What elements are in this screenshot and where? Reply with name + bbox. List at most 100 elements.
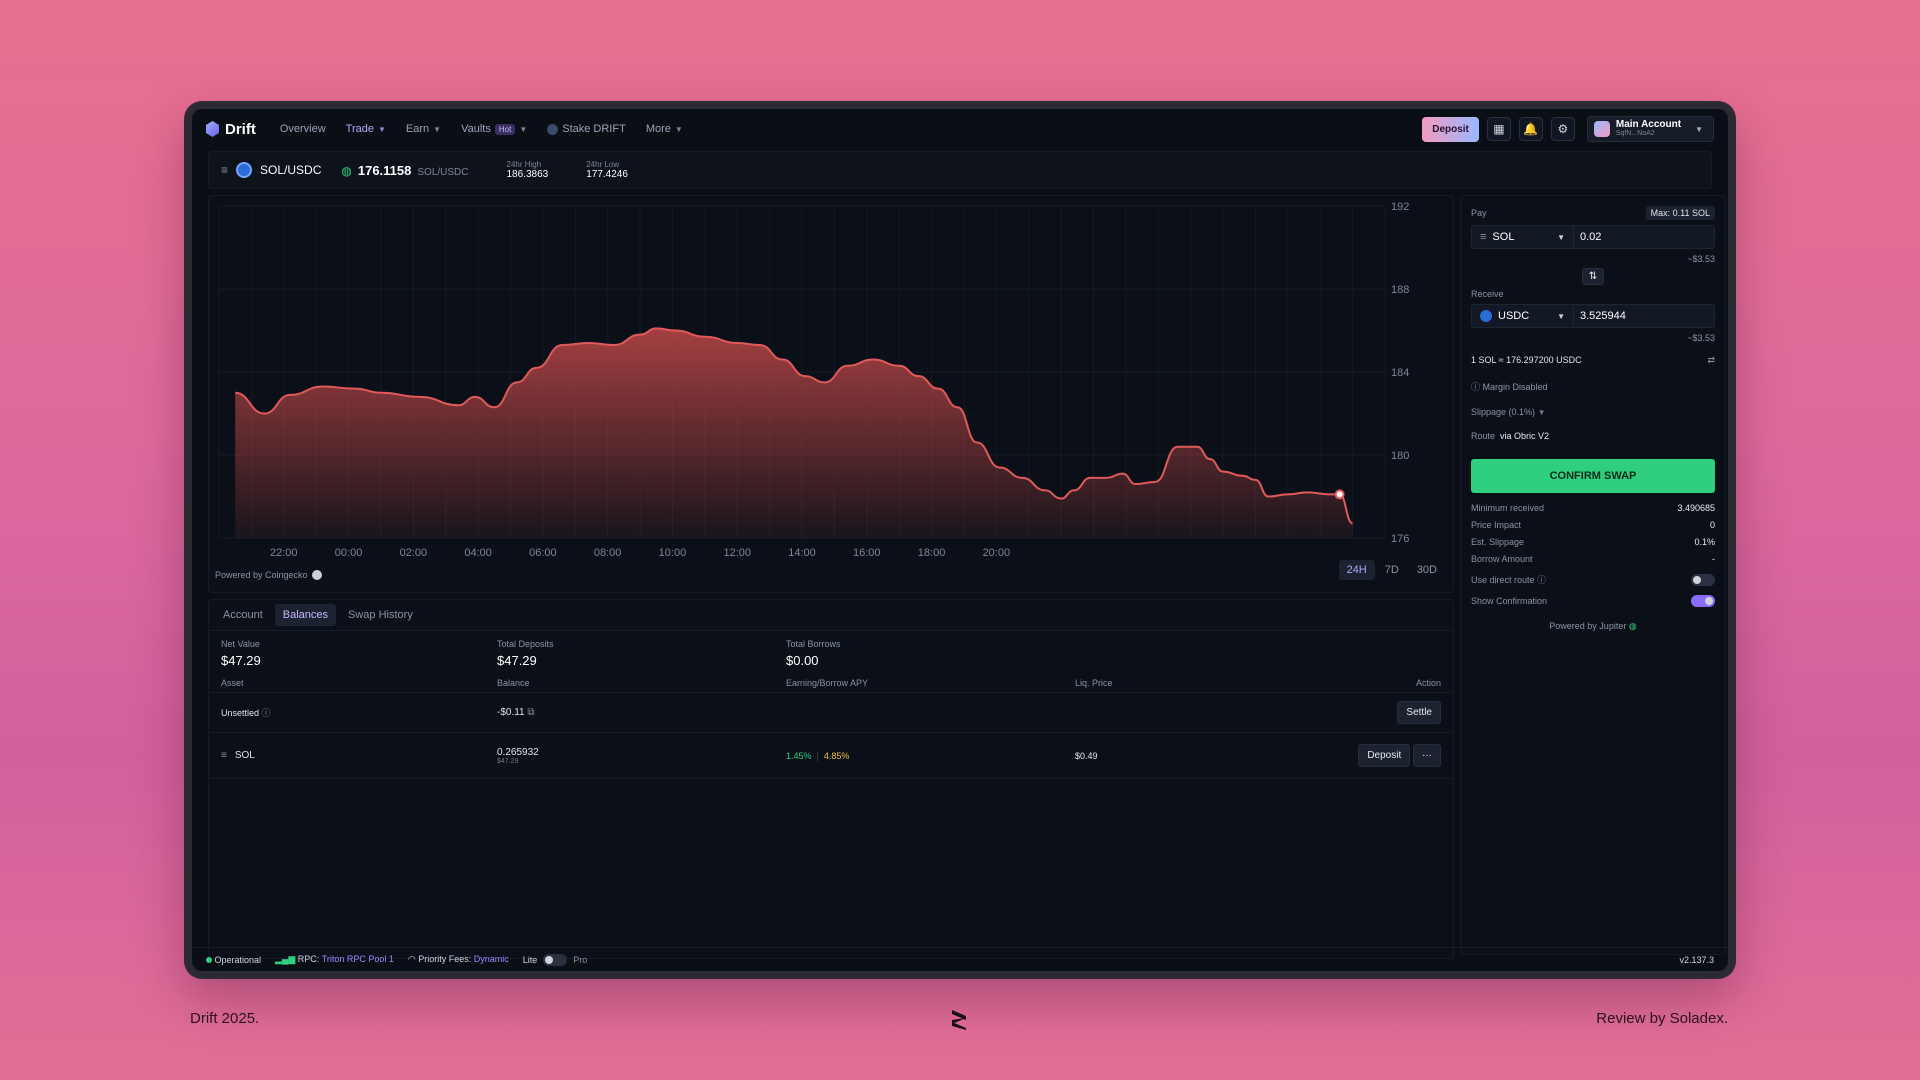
settle-button[interactable]: Settle — [1397, 701, 1441, 724]
nav-overview[interactable]: Overview — [279, 123, 326, 135]
detail-row: Est. Slippage 0.1% — [1471, 537, 1715, 547]
detail-value: - — [1712, 554, 1715, 564]
nav-vaults[interactable]: Vaults Hot ▼ — [461, 123, 527, 135]
confirm-swap-button[interactable]: CONFIRM SWAP — [1471, 459, 1715, 493]
lite-label: Lite — [522, 954, 538, 965]
pay-amount-input[interactable]: 0.02 — [1580, 231, 1602, 243]
status-dot-icon — [206, 956, 212, 963]
table-row: ≡ SOL 0.265932 $47.29 1.45% | 4.85% $0.49 De… — [209, 733, 1453, 779]
deposit-sol-button[interactable]: Deposit — [1358, 744, 1411, 767]
info-icon[interactable]: ⓘ — [261, 708, 271, 718]
low-label: 24hr Low — [586, 160, 620, 169]
menu-icon: ≡ — [221, 163, 229, 177]
pay-header: Pay Max: 0.11 SOL — [1471, 206, 1715, 220]
direct-route-toggle[interactable] — [1691, 573, 1715, 586]
route-label: Route — [1471, 431, 1496, 441]
unsettled-balance: -$0.11 — [497, 707, 525, 718]
nav-stake-label: Stake DRIFT — [562, 123, 626, 135]
sol-balance: 0.265932 — [497, 746, 539, 758]
tab-swap-history[interactable]: Swap History — [348, 609, 413, 621]
rpc-selector[interactable]: ▂▄▆ RPC: Triton RPC Pool 1 — [275, 954, 394, 965]
jupiter-icon: ◍ — [341, 163, 352, 178]
nav-trade-label: Trade — [345, 123, 374, 135]
timeframe-30d[interactable]: 30D — [1416, 564, 1437, 576]
fees-value: Dynamic — [473, 954, 509, 964]
slippage-selector[interactable]: Slippage (0.1%) ▼ — [1471, 407, 1715, 417]
unsettled-cell: Unsettled ⓘ — [221, 706, 497, 719]
show-confirmation-row: Show Confirmation — [1471, 595, 1715, 607]
priority-fees[interactable]: ◠ Priority Fees: Dynamic — [408, 954, 509, 965]
y-tick-label: 176 — [1391, 533, 1409, 545]
jupiter-icon: ◍ — [1628, 621, 1637, 631]
receive-token: USDC — [1498, 310, 1530, 322]
usdc-icon — [1480, 310, 1492, 322]
swap-direction-icon[interactable]: ⇅ — [1581, 268, 1605, 285]
x-tick-label: 22:00 — [270, 547, 298, 559]
max-button[interactable]: Max: 0.11 SOL — [1645, 206, 1715, 220]
total-deposits-amount: $47.29 — [497, 653, 537, 668]
timeframe-7d[interactable]: 7D — [1384, 564, 1399, 576]
high-value: 186.3863 — [506, 169, 549, 180]
account-selector[interactable]: Main Account SqfN...NoA2 ▼ — [1586, 116, 1714, 142]
detail-value: 3.490685 — [1677, 503, 1715, 513]
layout-icon[interactable]: ▦ — [1486, 117, 1511, 141]
nav-earn[interactable]: Earn ▼ — [406, 123, 441, 135]
x-tick-label: 06:00 — [529, 547, 557, 559]
nav-stake-drift[interactable]: Stake DRIFT — [547, 123, 626, 135]
chevron-down-icon: ▼ — [378, 124, 386, 134]
nav-vaults-label: Vaults — [461, 123, 491, 135]
col-balance: Balance — [497, 678, 530, 688]
price-line — [235, 327, 1354, 525]
sol-balance-cell: 0.265932 $47.29 — [497, 747, 786, 765]
tab-balances[interactable]: Balances — [274, 604, 337, 626]
nav-trade[interactable]: Trade ▼ — [346, 123, 386, 135]
price-unit: SOL/USDC — [417, 166, 469, 178]
tab-account[interactable]: Account — [223, 609, 263, 621]
bottom-tabs: Account Balances Swap History — [209, 600, 1453, 631]
deposit-button[interactable]: Deposit — [1422, 116, 1479, 142]
coingecko-credit[interactable]: Powered by Coingecko — [215, 570, 322, 580]
show-confirmation-toggle[interactable] — [1691, 595, 1715, 607]
price-value: 176.1158 — [357, 162, 412, 178]
rate-row: 1 SOL ≈ 176.297200 USDC ⇄ — [1471, 355, 1715, 366]
sol-asset-label: SOL — [234, 750, 255, 761]
network-status[interactable]: Operational — [206, 955, 261, 965]
chevron-down-icon: ▼ — [1537, 408, 1546, 417]
low-value: 177.4246 — [586, 169, 628, 180]
high-label: 24hr High — [506, 160, 542, 169]
market-selector[interactable]: ≡ SOL/USDC — [221, 162, 321, 178]
direct-route-label: Use direct route — [1471, 575, 1535, 585]
pay-field: ≡ SOL ▼ 0.02 — [1471, 225, 1715, 249]
gear-icon[interactable]: ⚙ — [1550, 117, 1575, 141]
direct-route-text: Use direct route ⓘ — [1471, 573, 1546, 586]
info-icon: ⓘ — [1537, 575, 1547, 585]
nav-more[interactable]: More ▼ — [646, 123, 683, 135]
table-row: Unsettled ⓘ -$0.11 ⧉ Settle — [209, 693, 1453, 733]
drift-logo[interactable]: Drift — [206, 121, 256, 138]
pay-label: Pay — [1471, 208, 1487, 218]
unsettled-balance-cell: -$0.11 ⧉ — [497, 707, 786, 718]
timeframe-24h[interactable]: 24H — [1338, 560, 1375, 580]
soladex-logo-icon — [948, 1008, 970, 1032]
drift-token-icon — [547, 123, 559, 135]
drift-logo-icon — [206, 121, 219, 137]
pay-token-selector[interactable]: ≡ SOL ▼ — [1472, 226, 1574, 248]
table-header: Asset Balance Earning/Borrow APY Liq. Pr… — [209, 668, 1453, 693]
chevron-down-icon: ▼ — [674, 124, 683, 134]
invert-rate-icon[interactable]: ⇄ — [1707, 355, 1715, 365]
market-bar: ≡ SOL/USDC ◍ 176.1158 SOL/USDC 24hr High 186… — [208, 151, 1712, 189]
jupiter-credit[interactable]: Powered by Jupiter ◍ — [1471, 621, 1715, 632]
external-link-icon[interactable]: ⧉ — [527, 707, 535, 718]
unsettled-action: Settle — [1275, 701, 1441, 724]
more-options-button[interactable]: ··· — [1413, 744, 1441, 767]
col-apy: Earning/Borrow APY — [786, 678, 869, 688]
price-chart[interactable]: 192 188 184 180 176 22:00 00:00 02:00 04:00 06:00… — [209, 196, 1455, 594]
app-version: v2.137.3 — [1679, 954, 1714, 965]
lite-pro-toggle[interactable] — [543, 953, 568, 966]
bell-icon[interactable]: 🔔 — [1518, 117, 1543, 141]
nav-more-label: More — [645, 123, 671, 135]
x-tick-label: 02:00 — [400, 547, 428, 559]
usdc-icon — [236, 162, 253, 178]
receive-token-selector[interactable]: USDC ▼ — [1472, 305, 1574, 327]
x-tick-label: 00:00 — [335, 547, 363, 559]
